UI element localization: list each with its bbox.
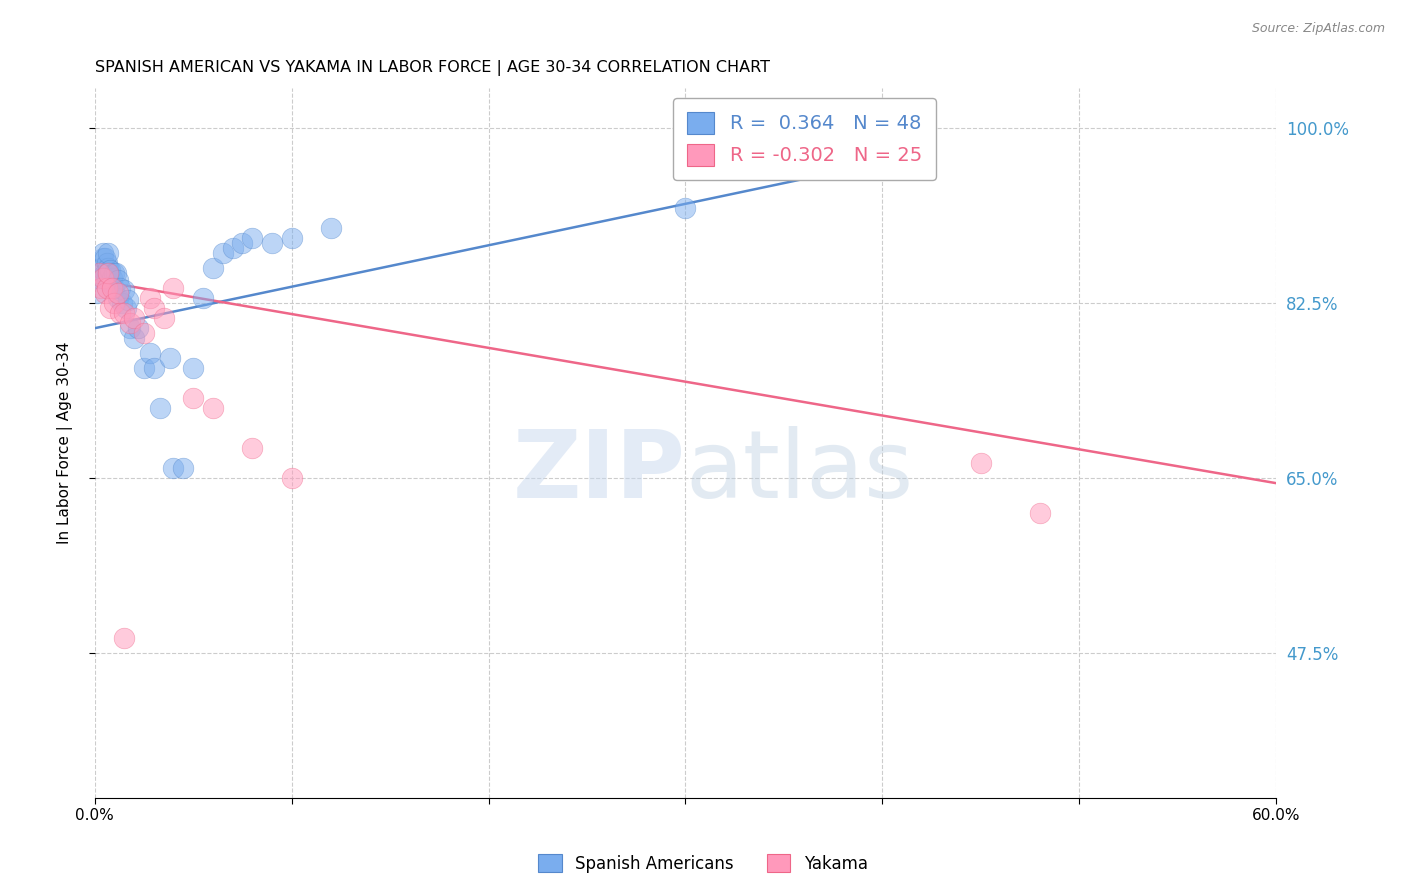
Y-axis label: In Labor Force | Age 30-34: In Labor Force | Age 30-34	[58, 342, 73, 544]
Point	[172, 461, 194, 475]
Point	[100, 263, 122, 277]
Text: SPANISH AMERICAN VS YAKAMA IN LABOR FORCE | AGE 30-34 CORRELATION CHART: SPANISH AMERICAN VS YAKAMA IN LABOR FORC…	[94, 60, 769, 76]
Point	[97, 246, 120, 260]
Point	[91, 251, 114, 265]
Point	[211, 246, 233, 260]
Legend: Spanish Americans, Yakama: Spanish Americans, Yakama	[531, 847, 875, 880]
Point	[201, 401, 224, 416]
Point	[139, 346, 162, 360]
Point	[110, 281, 132, 295]
Point	[97, 266, 120, 280]
Point	[970, 456, 993, 470]
Point	[240, 231, 263, 245]
Point	[105, 266, 128, 280]
Point	[181, 391, 204, 405]
Point	[280, 471, 302, 485]
Legend: R =  0.364   N = 48, R = -0.302   N = 25: R = 0.364 N = 48, R = -0.302 N = 25	[673, 98, 935, 180]
Point	[181, 361, 204, 376]
Point	[112, 631, 135, 645]
Point	[191, 291, 214, 305]
Point	[280, 231, 302, 245]
Point	[93, 266, 115, 280]
Point	[93, 251, 115, 265]
Point	[97, 261, 120, 276]
Point	[100, 277, 122, 291]
Point	[139, 291, 162, 305]
Point	[162, 281, 184, 295]
Point	[111, 296, 134, 310]
Point	[231, 236, 253, 251]
Point	[201, 261, 224, 276]
Point	[122, 331, 145, 345]
Point	[260, 236, 283, 251]
Point	[120, 316, 142, 330]
Point	[103, 296, 125, 310]
Point	[115, 301, 138, 316]
Point	[93, 286, 115, 301]
Point	[110, 306, 132, 320]
Point	[112, 306, 135, 320]
Point	[149, 401, 172, 416]
Point	[90, 281, 112, 295]
Point	[103, 266, 125, 280]
Point	[319, 221, 342, 235]
Point	[120, 321, 142, 335]
Point	[122, 311, 145, 326]
Text: ZIP: ZIP	[513, 425, 685, 517]
Point	[673, 201, 696, 215]
Point	[97, 266, 120, 280]
Text: atlas: atlas	[685, 425, 914, 517]
Point	[127, 321, 149, 335]
Point	[90, 266, 112, 280]
Point	[96, 266, 118, 280]
Point	[107, 286, 129, 301]
Text: Source: ZipAtlas.com: Source: ZipAtlas.com	[1251, 22, 1385, 36]
Point	[221, 241, 243, 255]
Point	[96, 256, 118, 270]
Point	[142, 301, 165, 316]
Point	[103, 281, 125, 295]
Point	[142, 361, 165, 376]
Point	[107, 273, 129, 287]
Point	[832, 161, 855, 176]
Point	[101, 271, 124, 285]
Point	[100, 301, 122, 316]
Point	[91, 246, 114, 260]
Point	[87, 266, 110, 280]
Point	[132, 361, 155, 376]
Point	[91, 271, 114, 285]
Point	[132, 326, 155, 341]
Point	[90, 261, 112, 276]
Point	[112, 283, 135, 297]
Point	[107, 291, 129, 305]
Point	[96, 281, 118, 295]
Point	[240, 441, 263, 455]
Point	[162, 461, 184, 475]
Point	[152, 311, 174, 326]
Point	[101, 281, 124, 295]
Point	[86, 286, 108, 301]
Point	[159, 351, 181, 366]
Point	[1029, 506, 1052, 520]
Point	[117, 293, 139, 308]
Point	[87, 271, 110, 285]
